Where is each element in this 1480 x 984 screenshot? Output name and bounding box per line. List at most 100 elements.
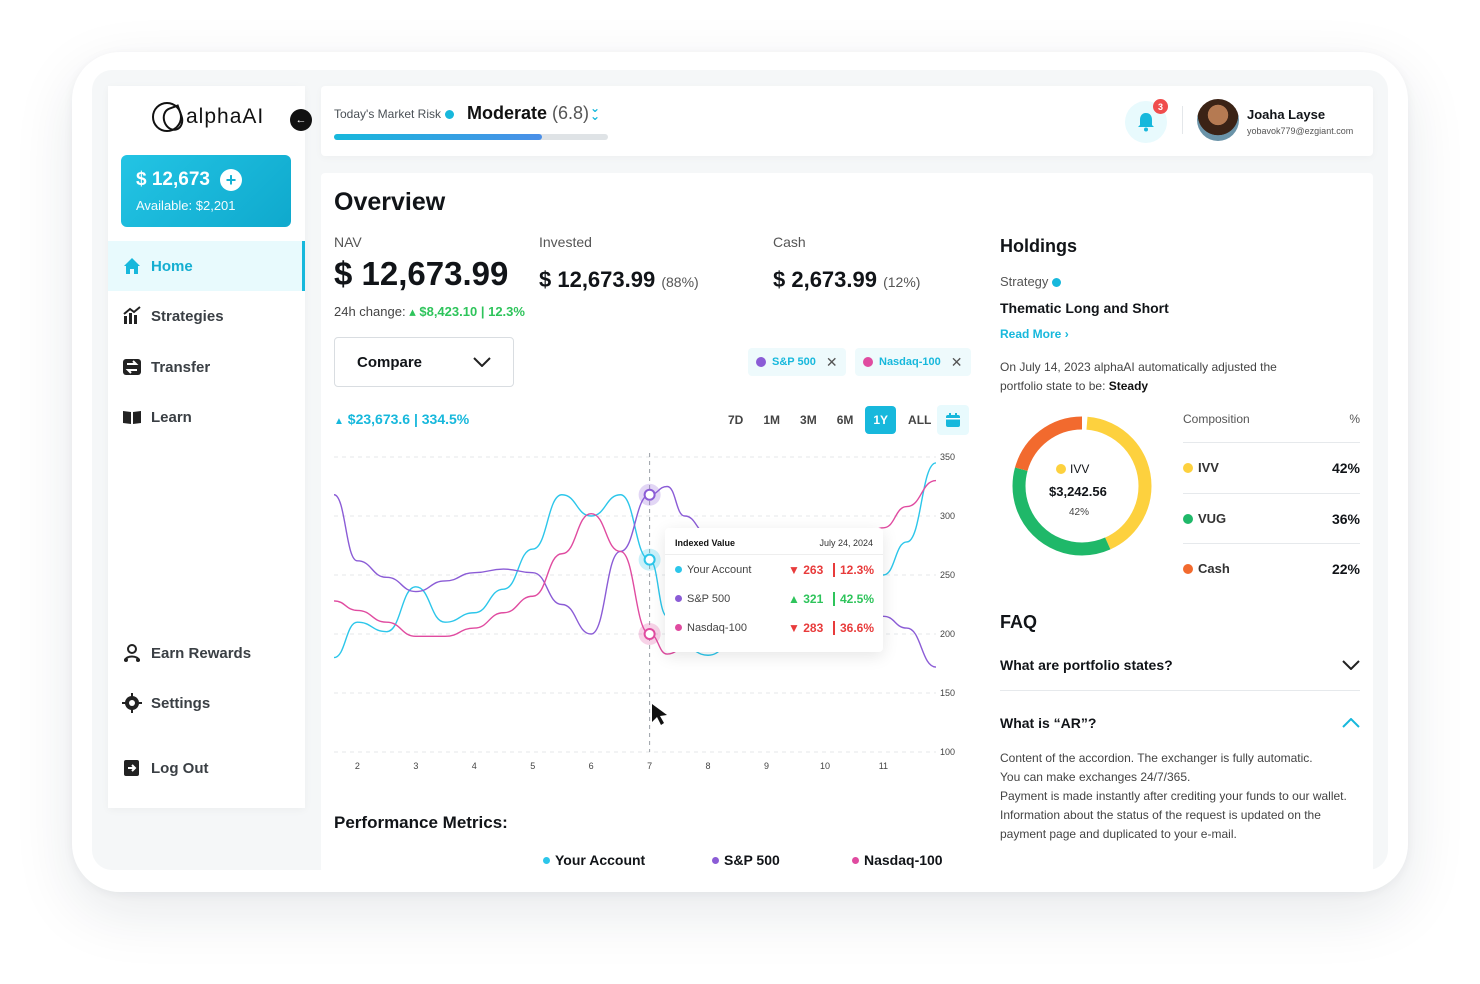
tab-1m[interactable]: 1M: [763, 413, 781, 427]
tab-all[interactable]: ALL: [908, 413, 932, 427]
up-arrow-icon: ▴: [409, 304, 416, 319]
sidebar-item-earn-rewards[interactable]: Earn Rewards: [108, 628, 305, 678]
collapse-sidebar-button[interactable]: ←: [290, 109, 312, 131]
available-balance: Available: $2,201: [136, 198, 236, 213]
marker-your-account: [643, 553, 656, 566]
donut-slice-cash[interactable]: [1012, 416, 1152, 556]
cash-value: $ 2,673.99 (12%): [773, 267, 921, 292]
calendar-button[interactable]: [937, 405, 969, 435]
faq-question-1[interactable]: What are portfolio states?: [1000, 657, 1360, 673]
brand-name: alphaAI: [186, 105, 265, 128]
calendar-icon: [946, 413, 960, 427]
tab-7d[interactable]: 7D: [728, 413, 744, 427]
chip-nasdaq[interactable]: Nasdaq-100 ✕: [855, 348, 971, 376]
info-icon[interactable]: [1052, 278, 1062, 288]
tab-1y[interactable]: 1Y: [865, 406, 897, 434]
strategies-icon: [122, 306, 142, 326]
compare-dropdown[interactable]: Compare: [334, 337, 514, 387]
chart-tooltip: Indexed Value July 24, 2024 Your Account…: [665, 528, 883, 652]
invested-label: Invested: [539, 234, 592, 250]
chevron-up-icon: [1342, 718, 1360, 728]
sidebar-item-label: Home: [151, 257, 193, 275]
daily-change: 24h change: ▴ $8,423.10 | 12.3%: [334, 304, 525, 319]
marker-sp500: [643, 488, 656, 501]
x-tick-label: 7: [647, 761, 652, 770]
close-icon[interactable]: ✕: [825, 353, 838, 370]
y-tick-label: 250: [940, 570, 955, 580]
tab-6m[interactable]: 6M: [836, 413, 854, 427]
legend-dot: [675, 566, 682, 573]
y-tick-label: 200: [940, 629, 955, 639]
legend-nasdaq: Nasdaq-100: [852, 852, 943, 868]
x-tick-label: 5: [530, 761, 535, 770]
marker-nasdaq: [643, 628, 656, 640]
x-tick-label: 3: [413, 761, 418, 770]
sidebar-item-label: Settings: [151, 694, 211, 712]
y-tick-label: 100: [940, 747, 955, 757]
cash-label: Cash: [773, 234, 806, 250]
composition-row: VUG 36%: [1183, 493, 1360, 543]
sidebar-item-settings[interactable]: Settings: [108, 678, 305, 728]
sidebar-item-label: Transfer: [151, 358, 211, 376]
performance-value: ▲ $23,673.6 | 334.5%: [334, 411, 470, 427]
faq-question-2[interactable]: What is “AR”?: [1000, 715, 1360, 731]
donut-center-label: IVV: [1056, 462, 1089, 476]
home-icon: [122, 256, 142, 276]
main-panel: [321, 173, 1373, 873]
adjust-text: On July 14, 2023 alphaAI automatically a…: [1000, 360, 1277, 393]
donut-slice-vug[interactable]: [1012, 416, 1152, 556]
alpha-logo-icon: [152, 102, 182, 132]
read-more-link[interactable]: Read More ›: [1000, 327, 1069, 341]
strategy-label: Strategy: [1000, 274, 1062, 289]
balance-card[interactable]: $ 12,673 + Available: $2,201: [121, 155, 291, 227]
y-tick-label: 300: [940, 511, 955, 521]
chevron-right-icon: ›: [1064, 327, 1069, 341]
invested-value: $ 12,673.99 (88%): [539, 267, 699, 292]
chevron-down-icon[interactable]: ⌄ ⌄: [590, 101, 601, 123]
sidebar-item-logout[interactable]: Log Out: [108, 743, 305, 793]
tooltip-row: S&P 500 ▲ 321 42.5%: [665, 584, 883, 613]
market-risk-label: Today's Market Risk: [334, 107, 454, 121]
divider: [1000, 690, 1360, 691]
faq-answer: Content of the accordion. The exchanger …: [1000, 751, 1347, 841]
avatar[interactable]: [1197, 99, 1239, 141]
performance-metrics-title: Performance Metrics:: [334, 813, 508, 832]
nasdaq-dot: [863, 357, 873, 367]
y-tick-label: 350: [940, 452, 955, 462]
logout-icon: [122, 758, 142, 778]
composition-donut[interactable]: [1006, 410, 1158, 562]
sidebar-item-label: Strategies: [151, 307, 224, 325]
composition-row: IVV 42%: [1183, 442, 1360, 492]
legend-sp500: S&P 500: [712, 852, 780, 868]
user-name: Joaha Layse: [1247, 107, 1326, 122]
brand-logo[interactable]: alphaAI: [152, 102, 264, 132]
holdings-title: Holdings: [1000, 236, 1077, 256]
sidebar-item-learn[interactable]: Learn: [108, 392, 305, 442]
tooltip-date: July 24, 2024: [819, 538, 873, 548]
market-risk-bar: [334, 134, 608, 140]
market-risk-fill: [334, 134, 543, 140]
tooltip-row: Nasdaq-100 ▼ 283 36.6%: [665, 613, 883, 642]
rewards-icon: [122, 643, 142, 663]
sidebar-item-transfer[interactable]: Transfer: [108, 342, 305, 392]
info-icon[interactable]: [445, 110, 454, 120]
x-tick-label: 11: [879, 761, 888, 770]
book-icon: [122, 407, 142, 427]
composition-header: Composition%: [1183, 412, 1360, 426]
x-tick-label: 10: [820, 761, 830, 770]
sidebar-item-label: Log Out: [151, 759, 209, 777]
gear-icon: [122, 693, 142, 713]
close-icon[interactable]: ✕: [950, 353, 963, 370]
balance-amount: $ 12,673: [136, 169, 210, 190]
legend-your-account: Your Account: [543, 852, 645, 868]
sidebar-item-label: Learn: [151, 408, 192, 426]
chip-sp500[interactable]: S&P 500 ✕: [748, 348, 846, 376]
tab-3m[interactable]: 3M: [800, 413, 817, 427]
donut-slice-ivv[interactable]: [1012, 416, 1152, 556]
sidebar-item-home[interactable]: Home: [108, 241, 305, 291]
chevron-down-icon: [473, 357, 491, 367]
add-funds-icon[interactable]: +: [219, 169, 242, 191]
sidebar-item-strategies[interactable]: Strategies: [108, 291, 305, 341]
nav-label: NAV: [334, 234, 362, 250]
legend-dot: [675, 595, 682, 602]
